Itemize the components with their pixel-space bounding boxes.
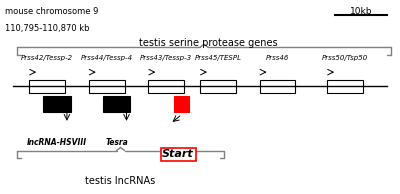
FancyBboxPatch shape xyxy=(327,80,363,93)
Text: testis serine protease genes: testis serine protease genes xyxy=(139,38,277,48)
FancyBboxPatch shape xyxy=(89,80,124,93)
FancyBboxPatch shape xyxy=(103,96,130,112)
FancyBboxPatch shape xyxy=(200,80,236,93)
Text: 10kb: 10kb xyxy=(350,7,372,16)
FancyBboxPatch shape xyxy=(43,96,71,112)
Text: mouse chromosome 9: mouse chromosome 9 xyxy=(5,7,99,16)
Text: testis lncRNAs: testis lncRNAs xyxy=(86,176,156,186)
Text: Prss45/TESPL: Prss45/TESPL xyxy=(194,55,241,61)
FancyBboxPatch shape xyxy=(260,80,295,93)
Text: lncRNA-HSVIII: lncRNA-HSVIII xyxy=(27,138,87,147)
Text: Prss44/Tessp-4: Prss44/Tessp-4 xyxy=(80,55,133,61)
Text: Prss43/Tessp-3: Prss43/Tessp-3 xyxy=(140,55,192,61)
FancyBboxPatch shape xyxy=(148,80,184,93)
Text: Prss50/Tsp50: Prss50/Tsp50 xyxy=(322,55,368,61)
Text: Tesra: Tesra xyxy=(105,138,128,147)
Text: 110,795-110,870 kb: 110,795-110,870 kb xyxy=(5,24,90,33)
FancyBboxPatch shape xyxy=(174,96,190,112)
Text: Prss46: Prss46 xyxy=(266,55,289,61)
FancyBboxPatch shape xyxy=(29,80,65,93)
Text: Prss42/Tessp-2: Prss42/Tessp-2 xyxy=(21,55,73,61)
Text: Start: Start xyxy=(162,149,194,159)
